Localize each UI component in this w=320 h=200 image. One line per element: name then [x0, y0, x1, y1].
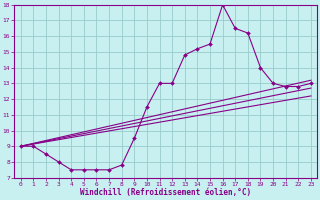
- X-axis label: Windchill (Refroidissement éolien,°C): Windchill (Refroidissement éolien,°C): [80, 188, 252, 197]
